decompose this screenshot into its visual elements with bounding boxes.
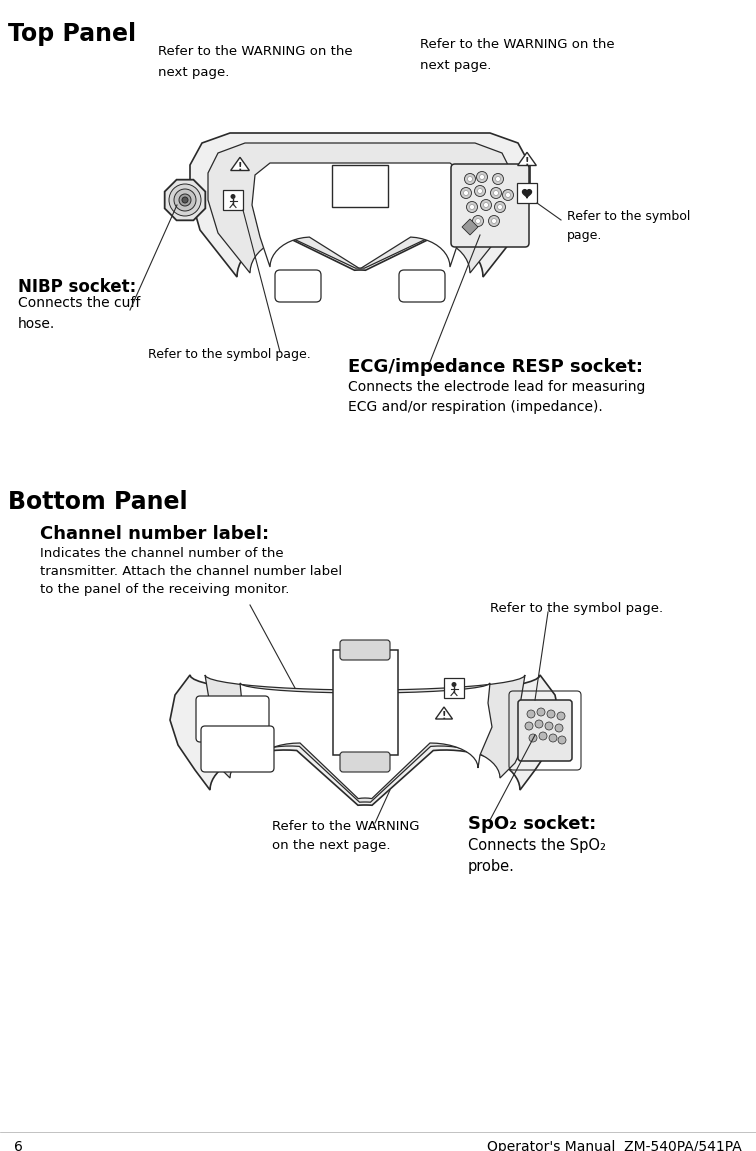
- Circle shape: [469, 205, 475, 209]
- Bar: [333, 650, 398, 755]
- FancyBboxPatch shape: [340, 752, 390, 772]
- Circle shape: [169, 184, 201, 216]
- Text: ECG/impedance RESP socket:: ECG/impedance RESP socket:: [348, 358, 643, 376]
- Circle shape: [558, 735, 566, 744]
- Text: Connects the SpO₂
probe.: Connects the SpO₂ probe.: [468, 838, 606, 874]
- Circle shape: [179, 195, 191, 206]
- Polygon shape: [518, 152, 536, 166]
- Text: NIBP socket:: NIBP socket:: [18, 279, 136, 296]
- Polygon shape: [231, 158, 249, 170]
- Circle shape: [481, 199, 491, 211]
- Circle shape: [460, 188, 472, 198]
- Circle shape: [475, 185, 485, 197]
- Text: Refer to the symbol page.: Refer to the symbol page.: [490, 602, 663, 615]
- Bar: [517, 183, 537, 203]
- Text: Refer to the symbol
page.: Refer to the symbol page.: [567, 209, 690, 242]
- Polygon shape: [238, 683, 492, 799]
- Circle shape: [488, 215, 500, 227]
- Circle shape: [463, 191, 469, 196]
- Polygon shape: [252, 163, 468, 268]
- Circle shape: [545, 722, 553, 730]
- Bar: [444, 678, 464, 698]
- Text: Refer to the WARNING
on the next page.: Refer to the WARNING on the next page.: [272, 820, 420, 852]
- Text: Bottom Panel: Bottom Panel: [8, 490, 187, 514]
- FancyBboxPatch shape: [275, 270, 321, 302]
- Circle shape: [182, 197, 188, 203]
- Circle shape: [525, 722, 533, 730]
- Text: Indicates the channel number of the
transmitter. Attach the channel number label: Indicates the channel number of the tran…: [40, 547, 342, 596]
- Polygon shape: [522, 190, 531, 198]
- Circle shape: [557, 712, 565, 721]
- Circle shape: [549, 734, 557, 742]
- Circle shape: [174, 189, 196, 211]
- FancyBboxPatch shape: [399, 270, 445, 302]
- Circle shape: [476, 171, 488, 183]
- Polygon shape: [170, 674, 560, 806]
- Polygon shape: [208, 143, 512, 273]
- Circle shape: [466, 201, 478, 213]
- Circle shape: [529, 734, 537, 742]
- Circle shape: [484, 203, 488, 207]
- Polygon shape: [462, 219, 478, 235]
- Polygon shape: [435, 707, 453, 719]
- Circle shape: [494, 191, 498, 196]
- Circle shape: [539, 732, 547, 740]
- FancyBboxPatch shape: [451, 163, 529, 247]
- Text: Top Panel: Top Panel: [8, 22, 136, 46]
- Text: 6: 6: [14, 1139, 23, 1151]
- Text: Connects the electrode lead for measuring
ECG and/or respiration (impedance).: Connects the electrode lead for measurin…: [348, 380, 646, 413]
- Polygon shape: [190, 134, 530, 277]
- Circle shape: [451, 683, 457, 687]
- Circle shape: [537, 708, 545, 716]
- Text: Channel number label:: Channel number label:: [40, 525, 269, 543]
- Text: !: !: [525, 157, 529, 167]
- Polygon shape: [165, 180, 206, 220]
- Text: Refer to the symbol page.: Refer to the symbol page.: [148, 348, 311, 361]
- Circle shape: [535, 721, 543, 727]
- Polygon shape: [202, 674, 528, 802]
- FancyBboxPatch shape: [196, 696, 269, 742]
- Bar: [223, 190, 243, 209]
- Circle shape: [472, 215, 484, 227]
- Text: Operator's Manual  ZM-540PA/541PA: Operator's Manual ZM-540PA/541PA: [488, 1139, 742, 1151]
- Text: Refer to the WARNING on the
next page.: Refer to the WARNING on the next page.: [158, 45, 352, 79]
- Circle shape: [555, 724, 563, 732]
- FancyBboxPatch shape: [518, 700, 572, 761]
- Circle shape: [527, 710, 535, 718]
- Circle shape: [506, 192, 510, 198]
- Circle shape: [478, 189, 482, 193]
- Text: Refer to the WARNING on the
next page.: Refer to the WARNING on the next page.: [420, 38, 615, 73]
- Circle shape: [547, 710, 555, 718]
- Circle shape: [494, 201, 506, 213]
- Circle shape: [491, 219, 497, 223]
- Text: Connects the cuff
hose.: Connects the cuff hose.: [18, 296, 141, 330]
- Circle shape: [231, 195, 236, 199]
- Circle shape: [495, 176, 500, 182]
- Circle shape: [492, 174, 503, 184]
- Text: !: !: [442, 710, 446, 721]
- Bar: [332, 165, 388, 207]
- Text: SpO₂ socket:: SpO₂ socket:: [468, 815, 596, 833]
- Circle shape: [503, 190, 513, 200]
- Circle shape: [467, 176, 472, 182]
- Text: !: !: [237, 161, 242, 171]
- Circle shape: [464, 174, 476, 184]
- Circle shape: [497, 205, 503, 209]
- FancyBboxPatch shape: [340, 640, 390, 660]
- FancyBboxPatch shape: [201, 726, 274, 772]
- Circle shape: [491, 188, 501, 198]
- Circle shape: [479, 175, 485, 180]
- Circle shape: [476, 219, 481, 223]
